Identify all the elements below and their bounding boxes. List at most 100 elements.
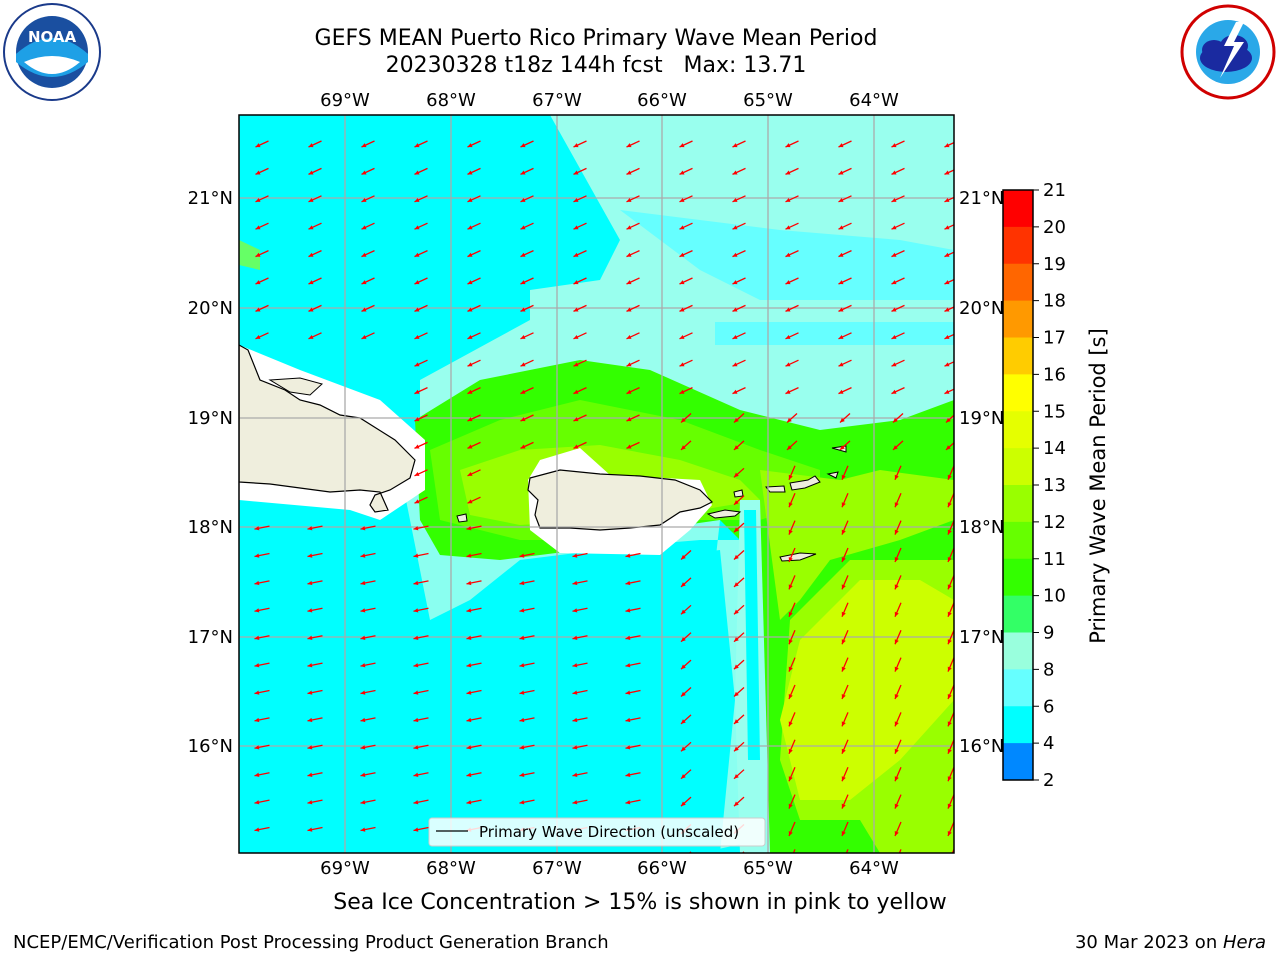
wave-arrow-head	[894, 776, 899, 782]
wave-arrow-head	[519, 772, 525, 777]
wave-arrow-head	[254, 772, 260, 777]
wave-arrow-head	[679, 362, 685, 367]
wave-arrow-head	[573, 280, 579, 285]
wave-arrow-head	[894, 721, 899, 727]
wave-arrow-head	[734, 637, 739, 642]
wave-arrow-head	[414, 197, 420, 202]
wave-arrow-head	[414, 252, 420, 257]
wave-arrow-head	[572, 745, 578, 750]
colorbar-label: Primary Wave Mean Period [s]	[1086, 328, 1110, 644]
colorbar-segment	[1003, 337, 1033, 375]
wave-arrow-head	[254, 663, 260, 668]
colorbar-tick-label: 6	[1043, 696, 1054, 717]
wave-arrow-head	[520, 280, 526, 285]
wave-arrow-head	[734, 719, 739, 724]
wave-arrow-head	[681, 746, 686, 752]
wave-arrow-head	[254, 553, 260, 558]
wave-arrow-head	[626, 855, 631, 859]
wave-arrow-head	[254, 800, 260, 805]
wave-arrow-head	[625, 800, 631, 805]
wave-arrow-head	[838, 225, 844, 230]
wave-arrow-head	[894, 557, 899, 562]
wave-arrow-head	[841, 474, 846, 480]
lat-label-right: 21°N	[959, 188, 1004, 209]
colorbar-tick-label: 14	[1043, 438, 1066, 459]
wave-arrow-head	[414, 499, 420, 504]
wave-arrow-head	[414, 280, 420, 285]
wave-arrow-head	[519, 553, 525, 558]
wave-arrow-head	[841, 557, 846, 562]
wave-arrow-head	[414, 307, 420, 312]
wave-arrow-head	[841, 639, 846, 645]
wave-arrow-head	[732, 389, 738, 394]
wave-arrow-head	[946, 445, 951, 450]
lon-label-bottom: 65°W	[743, 858, 793, 879]
wave-arrow-head	[732, 143, 738, 148]
wave-arrow-head	[944, 389, 950, 394]
wave-arrow-head	[520, 225, 526, 230]
wave-arrow-head	[679, 252, 685, 257]
wave-arrow-head	[414, 389, 420, 394]
wave-arrow-head	[572, 772, 578, 777]
chart-subtitle: 20230328 t18z 144h fcst Max: 13.71	[385, 53, 807, 78]
wave-arrow-head	[734, 609, 739, 615]
colorbar-segment	[1003, 632, 1033, 670]
colorbar-segment	[1003, 669, 1033, 707]
wave-arrow-head	[785, 170, 791, 175]
wave-arrow-head	[944, 362, 950, 367]
wave-arrow-head	[413, 717, 419, 723]
colorbar-segment	[1003, 226, 1033, 265]
wave-arrow-head	[414, 471, 420, 476]
colorbar-segment	[1003, 263, 1033, 302]
wave-arrow-head	[519, 580, 525, 586]
wave-arrow-head	[467, 499, 473, 504]
wave-arrow-head	[467, 334, 473, 339]
wave-arrow-head	[414, 362, 420, 367]
colorbar-tick-label: 4	[1043, 733, 1054, 754]
colorbar-tick-label: 2	[1043, 770, 1054, 791]
wave-arrow-head	[681, 774, 686, 779]
wave-arrow-head	[788, 529, 793, 535]
lat-label-left: 18°N	[188, 517, 233, 538]
footer-machine: Hera	[1222, 932, 1266, 953]
wave-arrow-head	[679, 170, 685, 175]
wave-arrow-head	[946, 417, 951, 423]
wave-arrow-head	[734, 500, 739, 505]
footer-date: 30 Mar 2023 on Hera	[1075, 932, 1266, 953]
wave-arrow-head	[838, 143, 844, 148]
wave-arrow-head	[785, 307, 791, 312]
wave-arrow-head	[841, 831, 846, 836]
wave-arrow-head	[572, 663, 578, 668]
wave-arrow-head	[785, 334, 791, 339]
colorbar-segment	[1003, 374, 1033, 412]
wave-arrow-head	[626, 389, 632, 394]
wave-arrow-head	[467, 444, 473, 449]
wave-arrow-head	[361, 170, 367, 175]
wave-arrow-head	[894, 474, 899, 480]
wave-arrow-head	[947, 694, 952, 699]
wave-arrow-head	[679, 143, 685, 148]
wave-arrow-head	[572, 690, 578, 695]
wave-arrow-head	[308, 252, 314, 257]
wave-arrow-head	[788, 803, 793, 809]
wave-arrow-head	[785, 389, 791, 394]
wave-arrow-head	[944, 143, 950, 148]
wave-arrow-head	[361, 334, 367, 339]
wave-arrow-head	[466, 717, 472, 723]
wave-arrow-head	[307, 663, 313, 668]
wave-arrow-head	[361, 252, 367, 257]
wave-arrow-head	[681, 445, 686, 450]
wave-arrow-head	[573, 170, 579, 175]
colorbar-tick-label: 17	[1043, 328, 1066, 349]
wave-arrow-head	[891, 252, 897, 257]
wave-arrow-head	[467, 170, 473, 175]
colorbar-segment	[1003, 743, 1033, 781]
wave-arrow-head	[947, 639, 952, 645]
colorbar-segment	[1003, 521, 1033, 560]
wave-arrow-head	[520, 417, 526, 422]
wave-arrow-head	[944, 280, 950, 285]
wave-arrow-head	[254, 827, 260, 832]
colorbar-tick-label: 18	[1043, 291, 1066, 312]
colorbar-segment	[1003, 558, 1033, 597]
colorbar-tick-label: 16	[1043, 364, 1066, 385]
